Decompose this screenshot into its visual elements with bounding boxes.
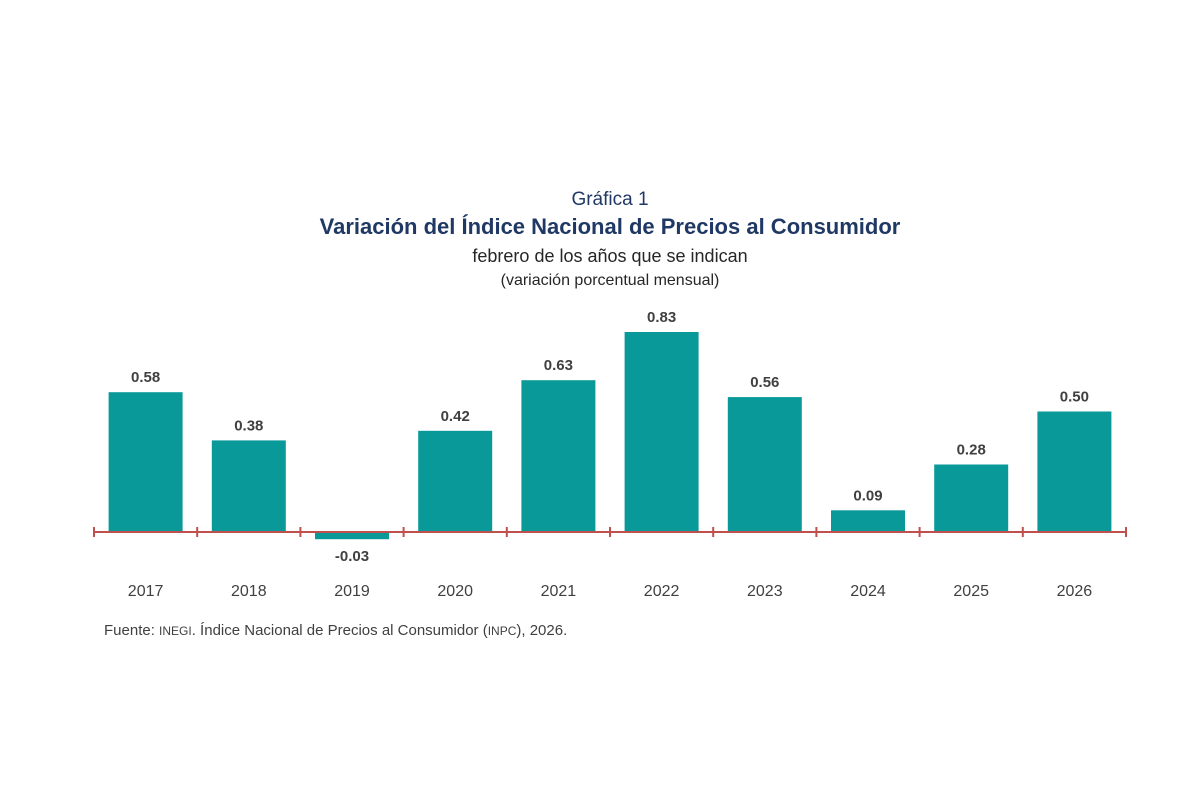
category-label-2017: 2017: [128, 583, 164, 600]
category-label-2022: 2022: [644, 583, 680, 600]
category-label-2020: 2020: [437, 583, 473, 600]
chart-label: Gráfica 1: [571, 189, 649, 210]
value-label-2017: 0.58: [131, 369, 160, 386]
bar-2019: [315, 532, 389, 540]
bar-2018: [211, 440, 286, 532]
bar-2024: [831, 510, 905, 532]
source-suffix: ), 2026.: [516, 622, 568, 639]
source-middle: . Índice Nacional de Precios al Consumid…: [191, 622, 488, 639]
bar-2022: [624, 332, 699, 532]
value-label-2019: -0.03: [335, 548, 369, 565]
bar-2025: [934, 464, 1009, 532]
chart-unit: (variación porcentual mensual): [500, 272, 720, 289]
bar-2021: [521, 380, 596, 532]
source-abbr: INPC: [487, 624, 517, 638]
source-note: Fuente: INEGI. Índice Nacional de Precio…: [104, 622, 567, 639]
bar-2023: [727, 397, 802, 532]
value-label-2024: 0.09: [853, 487, 882, 504]
bar-2017: [108, 392, 183, 532]
value-label-2023: 0.56: [750, 374, 779, 391]
source-org: INEGI: [159, 624, 192, 638]
chart-title: Variación del Índice Nacional de Precios…: [319, 214, 901, 239]
value-label-2021: 0.63: [544, 357, 573, 374]
source-prefix: Fuente:: [104, 622, 160, 639]
category-label-2025: 2025: [953, 583, 989, 600]
chart-subtitle: febrero de los años que se indican: [472, 246, 748, 266]
value-label-2018: 0.38: [234, 417, 263, 434]
value-label-2026: 0.50: [1060, 389, 1089, 406]
value-label-2022: 0.83: [647, 309, 676, 326]
value-label-2025: 0.28: [957, 442, 986, 459]
category-label-2018: 2018: [231, 583, 267, 600]
category-label-2026: 2026: [1057, 583, 1093, 600]
category-label-2023: 2023: [747, 583, 783, 600]
category-label-2024: 2024: [850, 583, 886, 600]
bar-2026: [1037, 411, 1112, 532]
category-label-2021: 2021: [541, 583, 577, 600]
category-label-2019: 2019: [334, 583, 370, 600]
value-label-2020: 0.42: [441, 408, 470, 425]
bar-2020: [418, 430, 493, 532]
